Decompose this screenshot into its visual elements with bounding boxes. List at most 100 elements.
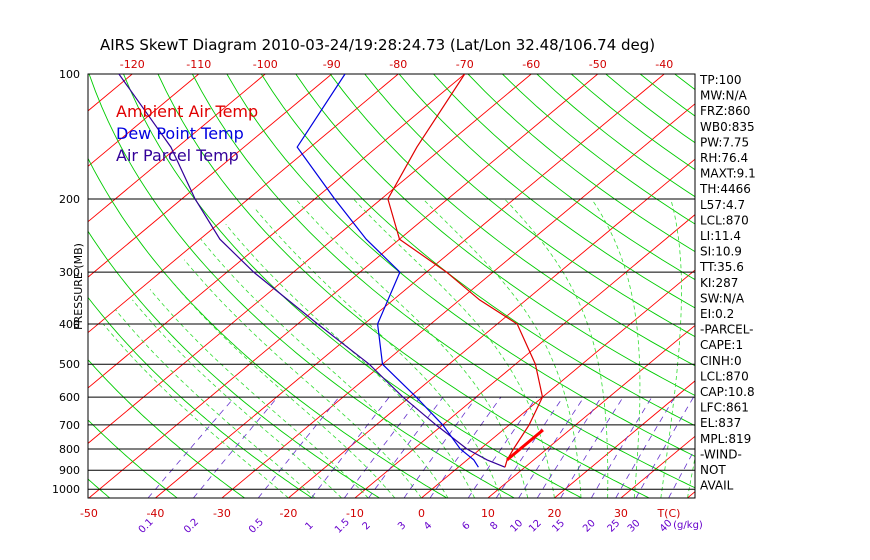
pressure-tick-label: 200 xyxy=(59,193,80,206)
bottom-temp-tick-label: -50 xyxy=(80,507,98,520)
moist-adiabat-line xyxy=(591,198,641,498)
top-temp-tick-label: -90 xyxy=(323,58,341,71)
mixing-ratio-line xyxy=(147,396,235,498)
mixing-ratio-label: 40 xyxy=(658,518,675,535)
moist-adiabat-line xyxy=(422,198,582,498)
index-label: RH:76.4 xyxy=(700,151,748,165)
y-axis-label: PRESSURE (MB) xyxy=(72,243,85,330)
moist-adiabat-line xyxy=(353,198,555,498)
mixing-ratio-label: 12 xyxy=(527,518,544,535)
bottom-temp-tick-label: 20 xyxy=(547,507,561,520)
isotherm-line xyxy=(155,74,665,498)
index-label: TP:100 xyxy=(699,73,742,87)
plot-frame xyxy=(87,73,696,499)
chart-title: AIRS SkewT Diagram 2010-03-24/19:28:24.7… xyxy=(100,36,655,54)
mixing-ratio-line xyxy=(343,396,421,498)
dry-adiabat-line xyxy=(502,74,695,225)
index-label: PW:7.75 xyxy=(700,135,749,149)
dry-adiabat-line xyxy=(398,74,695,309)
index-label: TH:4466 xyxy=(699,182,751,196)
dry-adiabat-line xyxy=(467,74,695,253)
index-label: AVAIL xyxy=(700,479,734,493)
dry-adiabat-line xyxy=(639,74,695,117)
isotherm-line xyxy=(288,158,695,498)
dry-adiabat-line xyxy=(192,74,695,489)
dry-adiabat-line xyxy=(295,74,695,396)
pressure-tick-label: 900 xyxy=(59,464,80,477)
pressure-tick-label: 700 xyxy=(59,419,80,432)
mixing-ratio-label: 15 xyxy=(550,518,567,535)
isotherm-line xyxy=(421,269,695,498)
index-label: CAPE:1 xyxy=(700,338,743,352)
bottom-temp-tick-label: -10 xyxy=(346,507,364,520)
index-label: L57:4.7 xyxy=(700,198,745,212)
dry-adiabat-line xyxy=(329,74,695,367)
pressure-tick-label: 100 xyxy=(59,68,80,81)
index-label: MPL:819 xyxy=(700,432,751,446)
moist-adiabat-line xyxy=(163,271,396,498)
pressure-tick-label: 1000 xyxy=(52,483,80,496)
dry-adiabat-line xyxy=(88,478,111,498)
index-label: -WIND- xyxy=(700,447,742,461)
isotherm-line xyxy=(88,74,266,223)
index-label: LCL:870 xyxy=(700,213,749,227)
top-temp-tick-label: -50 xyxy=(589,58,607,71)
dry-adiabat-line xyxy=(260,74,695,427)
dry-adiabat-line xyxy=(88,74,515,498)
moist-adiabat-line xyxy=(660,198,682,498)
dry-adiabat-line xyxy=(157,74,650,498)
mixing-ratio-line xyxy=(368,396,444,498)
isotherm-line xyxy=(88,74,599,498)
top-temp-tick-label: -120 xyxy=(120,58,145,71)
temp-units-label: T(C) xyxy=(656,507,680,520)
index-label: SI:10.9 xyxy=(700,245,742,259)
isotherm-line xyxy=(88,74,333,278)
top-temp-tick-label: -40 xyxy=(655,58,673,71)
mixing-ratio-line xyxy=(311,396,390,498)
pressure-tick-label: 600 xyxy=(59,391,80,404)
mixing-ratio-label: 1 xyxy=(303,520,315,532)
isotherm-line xyxy=(487,324,695,498)
top-temp-tick-label: -70 xyxy=(456,58,474,71)
mixing-ratio-label: 2 xyxy=(361,520,373,532)
dry-adiabat-line xyxy=(88,359,245,498)
mixing-ratio-line xyxy=(536,396,602,498)
pressure-tick-label: 500 xyxy=(59,358,80,371)
mixing-ratio-line xyxy=(429,396,502,498)
mixing-ratio-label: 8 xyxy=(488,520,500,532)
mixing-ratio-label: 0.5 xyxy=(247,517,266,536)
mixing-ratio-label: 30 xyxy=(626,518,643,535)
bottom-temp-tick-label: -20 xyxy=(279,507,297,520)
parcel-temp-line xyxy=(118,74,506,468)
mixing-ratio-label: 6 xyxy=(460,520,472,532)
index-label: TT:35.6 xyxy=(699,260,744,274)
dry-adiabat-line xyxy=(433,74,695,281)
dry-adiabat-line xyxy=(88,419,178,498)
isotherm-line xyxy=(0,74,66,498)
top-temp-tick-label: -100 xyxy=(253,58,278,71)
isotherm-line xyxy=(88,74,466,389)
bottom-temp-tick-label: 10 xyxy=(481,507,495,520)
index-label: EL:837 xyxy=(700,416,741,430)
mixing-ratio-label: 0.2 xyxy=(182,517,201,536)
mixing-ratio-label: 4 xyxy=(422,520,434,532)
dry-adiabat-line xyxy=(226,74,695,457)
index-label: WB0:835 xyxy=(700,120,755,134)
index-label: -PARCEL- xyxy=(700,323,754,337)
isotherm-line xyxy=(88,74,133,112)
mixing-ratio-label: 20 xyxy=(581,518,598,535)
mixing-ratio-line xyxy=(560,396,624,498)
legend-ambient: Ambient Air Temp xyxy=(116,102,258,121)
data-series xyxy=(118,74,544,468)
ambient-temp-line xyxy=(387,74,544,468)
index-label: SW:N/A xyxy=(700,291,745,305)
index-label: NOT xyxy=(700,463,726,477)
index-label: MW:N/A xyxy=(700,89,748,103)
bottom-temp-tick-label: -40 xyxy=(146,507,164,520)
mixing-ratio-label: 3 xyxy=(396,520,408,532)
bottom-temp-tick-label: 30 xyxy=(614,507,628,520)
mixing-ratio-line xyxy=(193,396,278,498)
dry-adiabat-line xyxy=(123,74,583,498)
